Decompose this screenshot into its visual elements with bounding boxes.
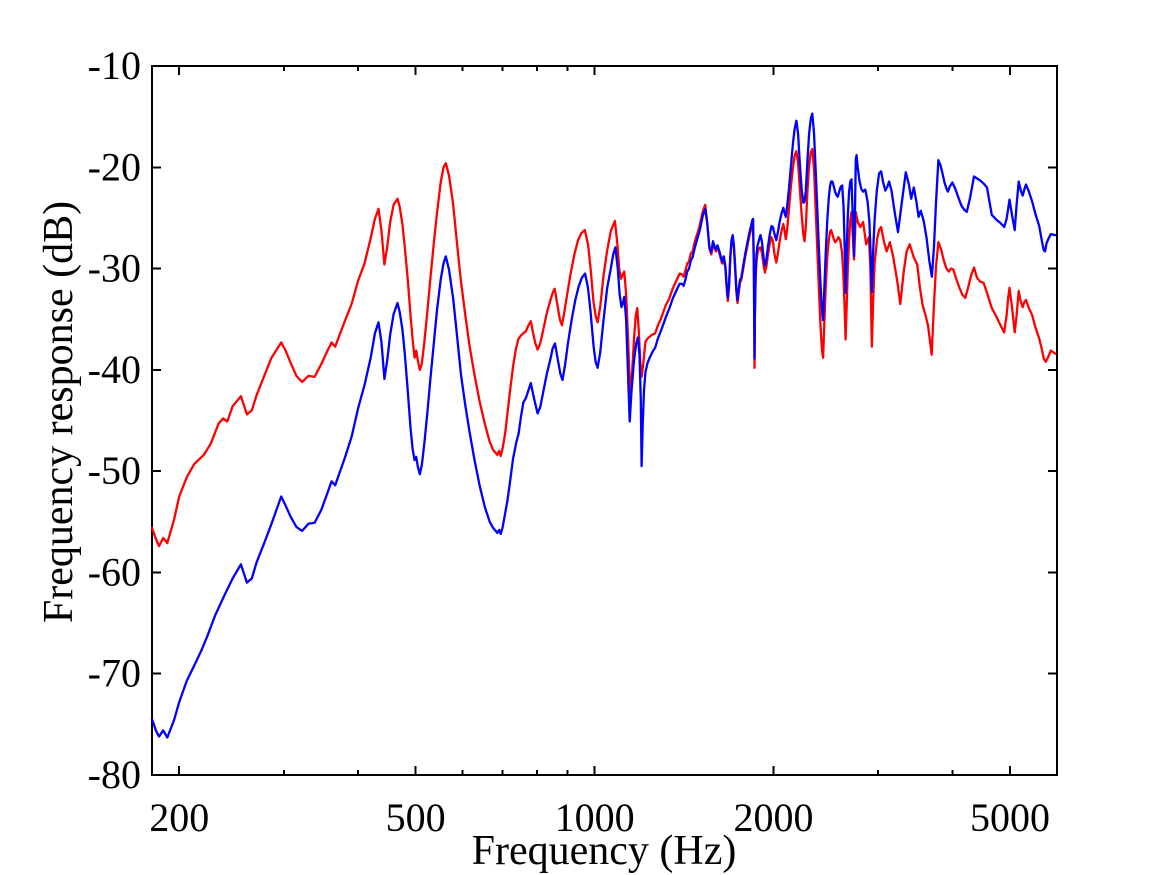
x-tick-label: 5000	[970, 795, 1050, 840]
y-tick-label: -10	[88, 43, 141, 88]
y-tick-label: -80	[88, 752, 141, 797]
x-tick-label: 1000	[555, 795, 635, 840]
blue-curve	[150, 112, 1057, 739]
y-tick-label: -20	[88, 144, 141, 189]
y-tick-label: -40	[88, 347, 141, 392]
y-tick-label: -60	[88, 549, 141, 594]
series-layer	[150, 112, 1057, 739]
y-tick-label: -30	[88, 246, 141, 291]
red-curve	[150, 147, 1057, 548]
x-tick-label: 2000	[733, 795, 813, 840]
y-tick-label: -50	[88, 448, 141, 493]
y-tick-label: -70	[88, 651, 141, 696]
labels-layer: 200 500 1000 2000 5000 -80 -70 -60 -50 -40 -30 -20 -…	[88, 43, 1050, 840]
x-tick-label: 200	[149, 795, 209, 840]
axes-layer	[151, 65, 1058, 776]
x-axis-title: Frequency (Hz)	[472, 828, 737, 874]
x-tick-label: 500	[386, 795, 446, 840]
plot-box	[151, 65, 1058, 776]
y-axis-title: Frequency response (dB)	[36, 201, 82, 623]
